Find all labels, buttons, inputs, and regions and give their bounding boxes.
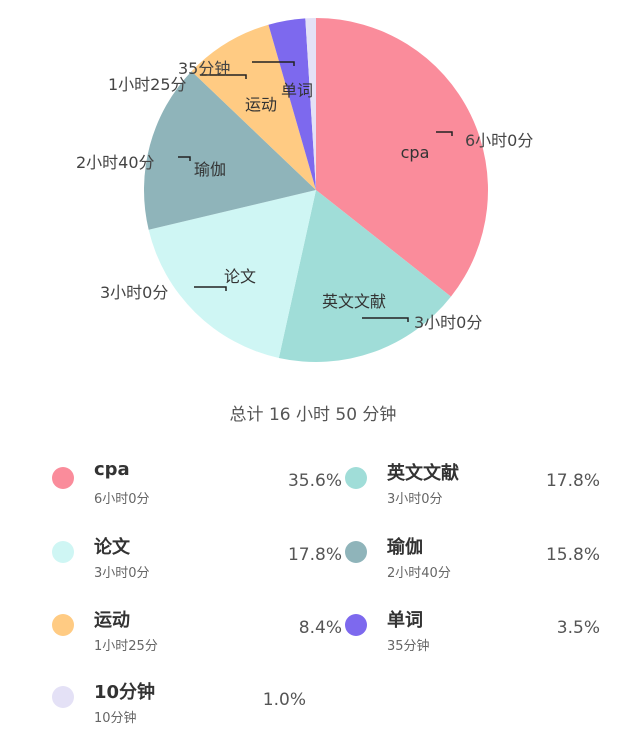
legend-name: 瑜伽 [387,537,423,558]
legend-name: 运动 [94,610,130,631]
pie-slice-论文 [148,190,316,358]
legend-duration: 3小时0分 [387,492,443,507]
legend-duration: 35分钟 [387,639,430,654]
leader-line-英文文献 [362,317,409,322]
legend-duration: 10分钟 [94,711,137,726]
legend-name: 10分钟 [94,682,156,703]
slice-value-cpa: 6小时0分 [465,131,533,150]
legend-percent: 17.8% [545,471,600,491]
legend-swatch [52,541,74,563]
legend-name: cpa [94,459,130,480]
legend-percent: 1.0% [262,690,306,710]
legend-item-yoga: 瑜伽 2小时40分 15.8% [345,529,600,589]
leader-line-单词 [252,61,295,66]
slice-label-瑜伽: 瑜伽 [194,160,226,179]
legend-swatch [52,467,74,489]
leader-line-瑜伽 [178,156,191,161]
legend-duration: 3小时0分 [94,566,150,581]
slice-value-英文文献: 3小时0分 [414,313,482,332]
pie-slice-10分钟 [305,18,316,190]
legend-duration: 6小时0分 [94,492,150,507]
legend-item-vocabulary: 单词 35分钟 3.5% [345,602,600,662]
legend: cpa 6小时0分 35.6% 英文文献 3小时0分 17.8% 论文 3小时0… [0,445,626,726]
legend-name: 英文文献 [387,463,459,484]
pie-slice-运动 [191,24,316,190]
legend-percent: 3.5% [556,618,600,638]
legend-swatch [345,541,367,563]
pie-slice-瑜伽 [143,71,316,230]
legend-item-10min: 10分钟 10分钟 1.0% [52,674,306,734]
legend-name: 论文 [94,537,130,558]
legend-percent: 35.6% [287,471,342,491]
legend-percent: 15.8% [545,545,600,565]
slice-label-cpa: cpa [401,143,430,162]
leader-line-论文 [194,286,227,291]
legend-item-cpa: cpa 6小时0分 35.6% [52,455,342,515]
slice-value-运动: 1小时25分 [108,75,187,94]
legend-swatch [345,614,367,636]
legend-item-thesis: 论文 3小时0分 17.8% [52,529,342,589]
slice-label-英文文献: 英文文献 [322,292,386,311]
slice-value-瑜伽: 2小时40分 [76,153,155,172]
slice-value-论文: 3小时0分 [100,283,168,302]
legend-percent: 8.4% [298,618,342,638]
pie-slice-单词 [268,18,316,190]
total-duration: 总计 16 小时 50 分钟 [229,405,397,425]
legend-swatch [52,686,74,708]
legend-item-exercise: 运动 1小时25分 8.4% [52,602,342,662]
pie-slice-cpa [316,18,488,297]
leader-line-运动 [200,74,247,79]
legend-percent: 17.8% [287,545,342,565]
legend-name: 单词 [387,610,423,631]
legend-swatch [345,467,367,489]
leader-line-cpa [436,131,453,136]
legend-swatch [52,614,74,636]
slice-label-论文: 论文 [224,267,256,286]
slice-value-单词: 35分钟 [178,59,230,78]
legend-duration: 1小时25分 [94,639,158,654]
legend-item-english-literature: 英文文献 3小时0分 17.8% [345,455,600,515]
slice-label-运动: 运动 [245,95,277,114]
slice-label-单词: 单词 [281,81,313,100]
legend-duration: 2小时40分 [387,566,451,581]
